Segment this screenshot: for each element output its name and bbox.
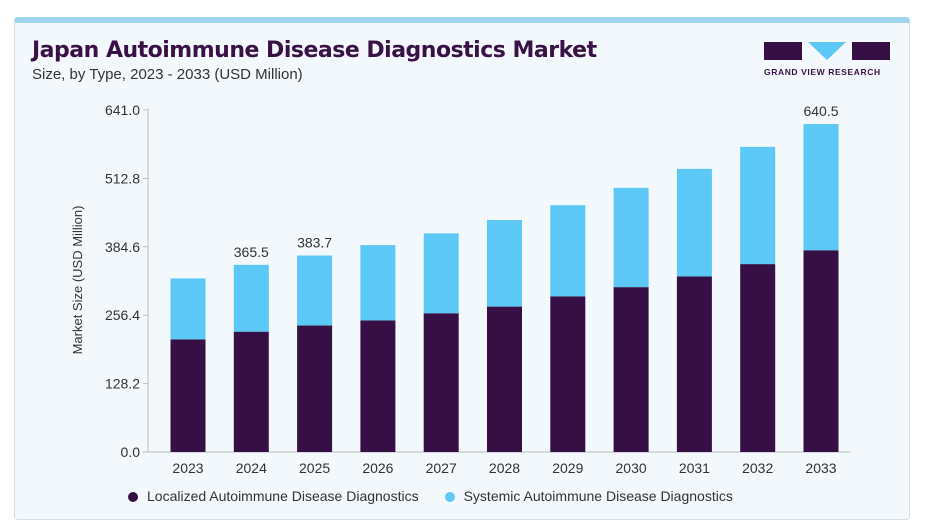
x-tick-label: 2025 — [299, 460, 330, 476]
x-tick-label: 2029 — [552, 460, 583, 476]
bar-systemic-2025 — [297, 255, 333, 326]
bar-localized-2028 — [487, 306, 522, 452]
bar-systemic-2033 — [803, 124, 839, 251]
data-label: 383.7 — [297, 235, 332, 251]
bar-systemic-2028 — [487, 220, 522, 307]
bar-localized-2033 — [803, 250, 839, 452]
chart-title: Japan Autoimmune Disease Diagnostics Mar… — [32, 38, 597, 63]
legend-swatch — [128, 492, 138, 503]
x-tick-label: 2028 — [489, 460, 520, 476]
data-label: 640.5 — [803, 103, 838, 119]
y-tick-label: 128.2 — [105, 376, 140, 392]
bar-systemic-2027 — [423, 233, 459, 314]
legend-swatch — [444, 492, 455, 503]
bar-systemic-2029 — [550, 205, 586, 297]
y-tick-label: 512.8 — [105, 170, 140, 186]
x-tick-label: 2024 — [236, 460, 267, 476]
bar-localized-2032 — [740, 264, 776, 452]
bar-localized-2024 — [233, 331, 269, 452]
bar-localized-2030 — [613, 287, 649, 452]
x-tick-label: 2033 — [805, 460, 836, 476]
legend-label: Systemic Autoimmune Disease Diagnostics — [463, 488, 733, 504]
bar-systemic-2023 — [170, 278, 206, 340]
bar-localized-2025 — [297, 325, 333, 452]
bar-localized-2029 — [550, 296, 586, 452]
brand-name: GRAND VIEW RESEARCH — [764, 67, 881, 77]
y-tick-label: 0.0 — [121, 444, 141, 460]
bar-systemic-2031 — [676, 168, 712, 277]
bar-localized-2023 — [170, 339, 206, 452]
x-tick-label: 2031 — [679, 460, 710, 476]
chart-subtitle: Size, by Type, 2023 - 2033 (USD Million) — [32, 66, 303, 83]
bar-systemic-2026 — [360, 245, 396, 321]
legend-label: Localized Autoimmune Disease Diagnostics — [147, 488, 419, 504]
y-tick-label: 256.4 — [105, 307, 140, 323]
x-tick-label: 2030 — [616, 460, 647, 476]
x-tick-label: 2032 — [742, 460, 773, 476]
legend-item-localized: Localized Autoimmune Disease Diagnostics — [128, 488, 419, 504]
y-tick-label: 641.0 — [105, 102, 140, 118]
x-tick-label: 2026 — [362, 460, 393, 476]
bar-localized-2026 — [360, 320, 396, 452]
bar-systemic-2032 — [740, 146, 776, 265]
data-label: 365.5 — [234, 244, 269, 260]
legend: Localized Autoimmune Disease Diagnostics… — [128, 488, 733, 504]
y-axis-label: Market Size (USD Million) — [70, 206, 85, 355]
legend-item-systemic: Systemic Autoimmune Disease Diagnostics — [444, 488, 733, 504]
x-tick-label: 2027 — [426, 460, 457, 476]
grand-view-research-logo — [764, 42, 890, 60]
x-tick-label: 2023 — [172, 460, 203, 476]
bar-localized-2027 — [423, 313, 459, 452]
bar-localized-2031 — [676, 276, 712, 452]
bar-systemic-2030 — [613, 187, 649, 288]
y-tick-label: 384.6 — [105, 239, 140, 255]
bar-systemic-2024 — [233, 264, 269, 332]
